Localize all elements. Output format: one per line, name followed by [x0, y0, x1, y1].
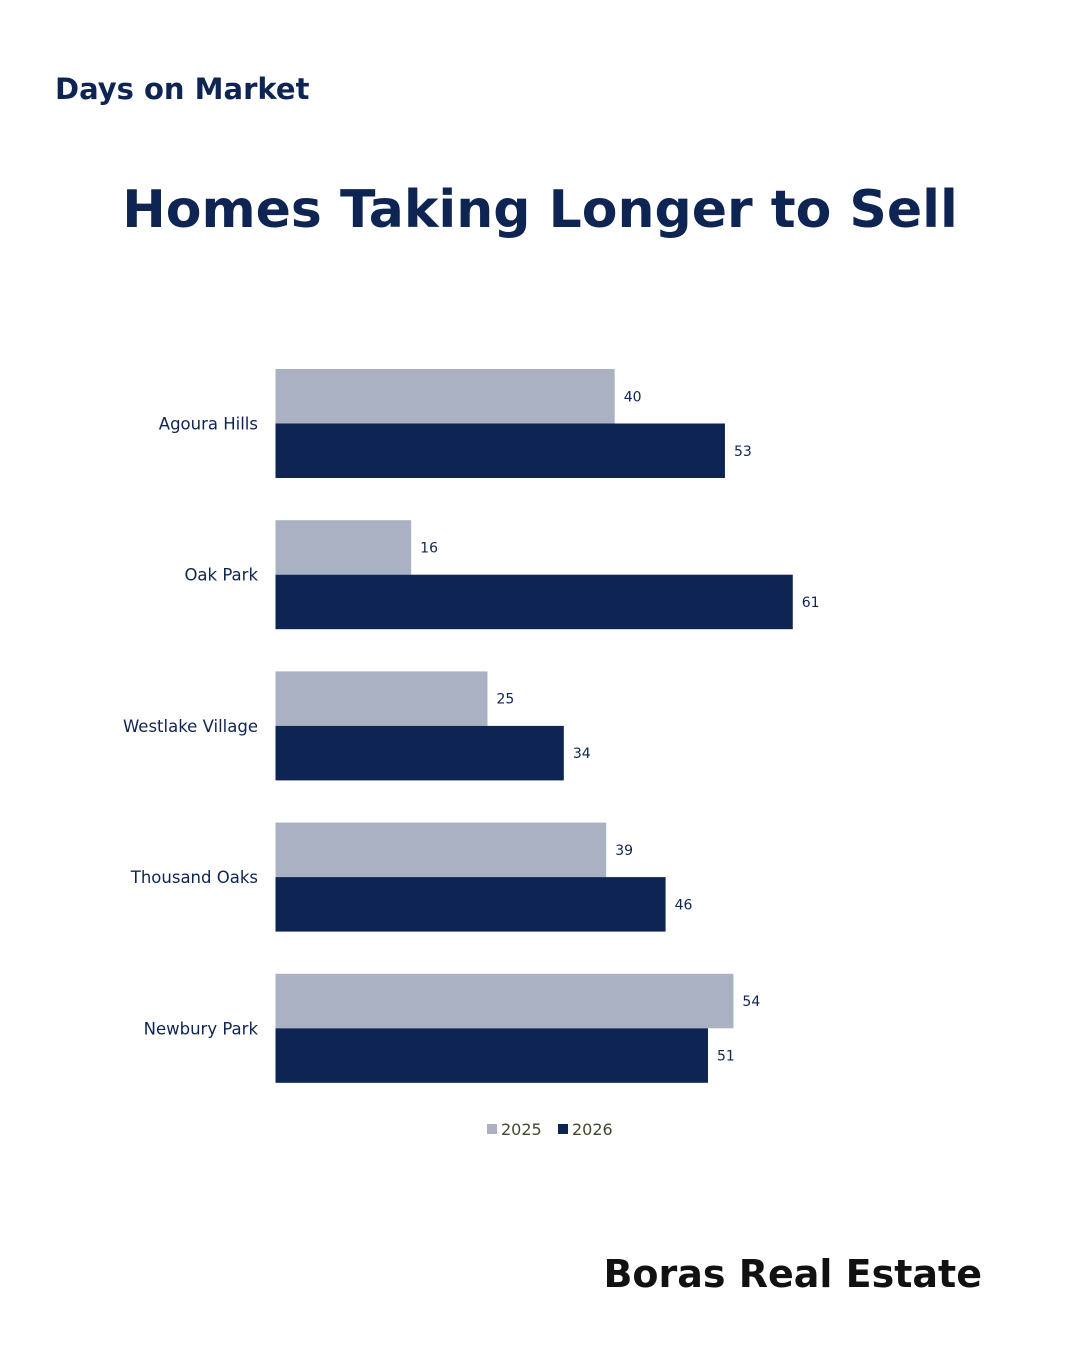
category-label: Newbury Park	[144, 1019, 259, 1038]
data-label: 46	[675, 897, 693, 913]
data-label: 34	[573, 746, 591, 762]
data-label: 40	[624, 389, 642, 405]
bar-2026	[275, 1028, 708, 1083]
bar-2026	[275, 877, 666, 932]
data-label: 16	[420, 540, 438, 556]
category-label: Agoura Hills	[159, 415, 258, 434]
data-label: 61	[802, 595, 820, 611]
data-label: 39	[615, 843, 633, 859]
category-label: Oak Park	[184, 566, 258, 585]
bar-2026	[275, 725, 564, 781]
bar-2026	[275, 574, 793, 630]
brand-name: Boras Real Estate	[603, 1252, 982, 1296]
data-label: 54	[742, 994, 760, 1010]
kicker-label: Days on Market	[55, 72, 310, 106]
bar-2025	[275, 822, 607, 878]
category-label: Westlake Village	[123, 717, 258, 736]
page-title: Homes Taking Longer to Sell	[122, 180, 958, 240]
data-label: 51	[717, 1049, 735, 1065]
category-label: Thousand Oaks	[130, 868, 258, 887]
bar-2026	[275, 423, 725, 478]
bar-2025	[275, 671, 488, 726]
legend-label: 2026	[572, 1120, 613, 1139]
legend-swatch-2025	[487, 1124, 497, 1134]
legend-label: 2025	[501, 1120, 542, 1139]
data-label: 25	[497, 692, 515, 708]
bar-2025	[275, 520, 412, 575]
bar-2025	[275, 973, 734, 1029]
bar-2025	[275, 369, 615, 424]
legend-swatch-2026	[558, 1124, 568, 1134]
data-label: 53	[734, 444, 752, 460]
